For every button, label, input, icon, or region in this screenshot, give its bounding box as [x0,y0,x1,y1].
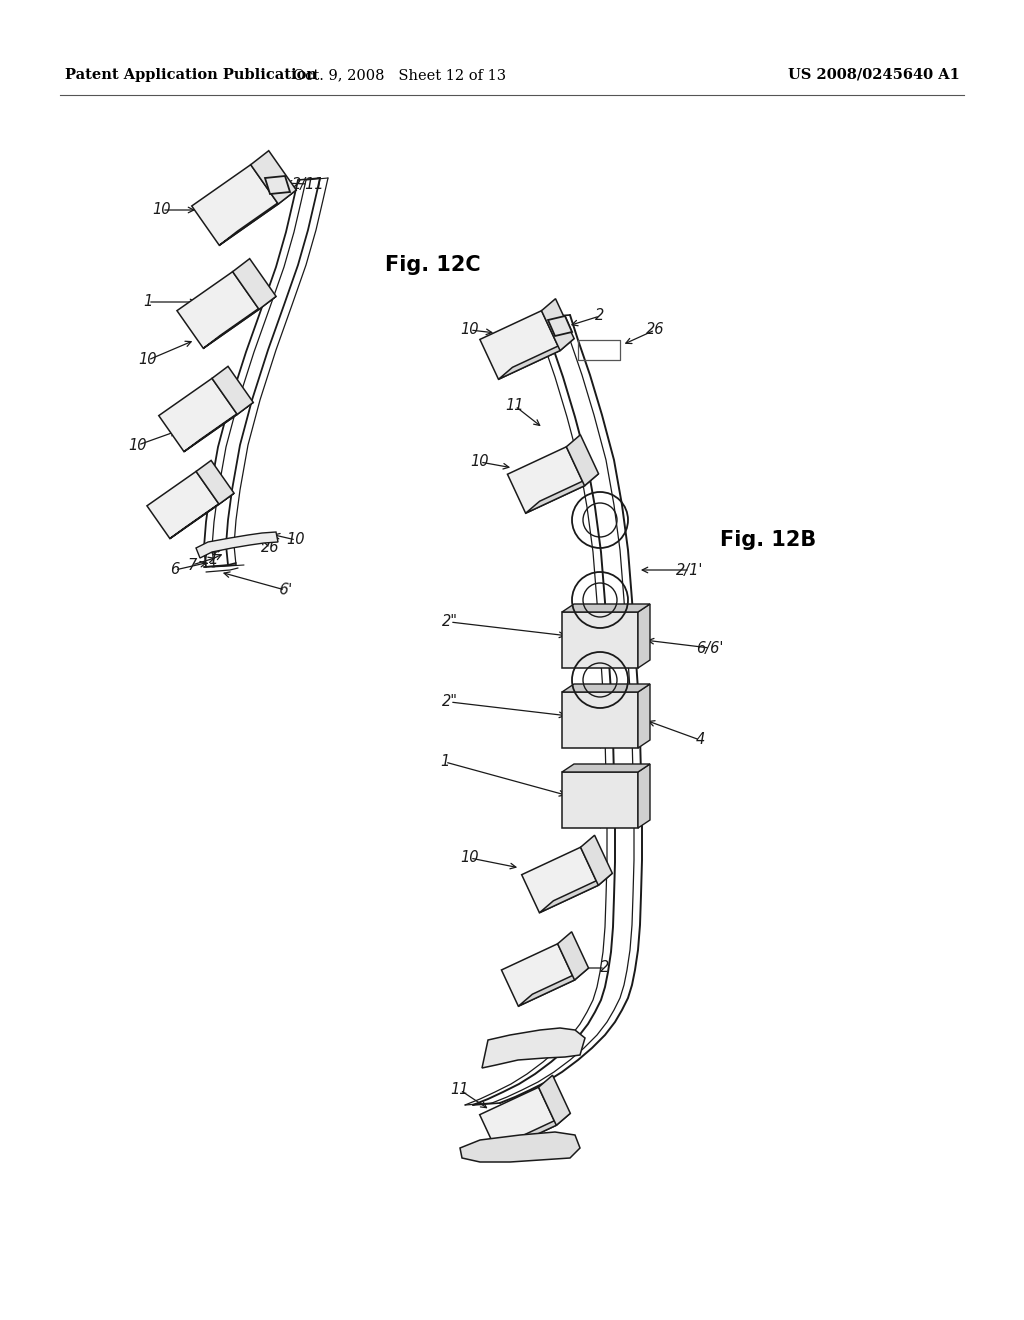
Text: 10: 10 [287,532,305,548]
Text: 10: 10 [129,437,147,453]
Text: Oct. 9, 2008   Sheet 12 of 13: Oct. 9, 2008 Sheet 12 of 13 [294,69,507,82]
Polygon shape [498,1113,570,1152]
Text: 4: 4 [695,733,705,747]
Text: Fig. 12C: Fig. 12C [385,255,480,275]
Text: 2: 2 [600,961,609,975]
Polygon shape [170,494,234,539]
Text: Patent Application Publication: Patent Application Publication [65,69,317,82]
Text: 6': 6' [278,582,292,598]
Polygon shape [558,932,589,979]
Polygon shape [562,692,638,748]
Polygon shape [191,165,279,246]
Polygon shape [460,1133,580,1162]
Text: 11: 11 [506,399,524,413]
Polygon shape [539,1076,570,1125]
Text: 2/1': 2/1' [676,562,703,578]
Polygon shape [502,944,574,1006]
Text: US 2008/0245640 A1: US 2008/0245640 A1 [788,69,961,82]
Text: 10: 10 [138,352,158,367]
Polygon shape [562,612,638,668]
Polygon shape [638,684,650,748]
Polygon shape [479,1088,556,1152]
Polygon shape [480,310,560,379]
Text: Fig. 12B: Fig. 12B [720,531,816,550]
Polygon shape [525,474,599,513]
Polygon shape [184,403,253,451]
Polygon shape [177,272,259,348]
Text: 11: 11 [451,1082,469,1097]
Text: 10: 10 [153,202,171,218]
Polygon shape [562,605,650,612]
Text: 6/6': 6/6' [696,640,724,656]
Text: 26: 26 [261,540,280,556]
Polygon shape [212,367,253,414]
Polygon shape [499,338,574,379]
Polygon shape [540,874,612,912]
Polygon shape [548,315,572,337]
Text: 10: 10 [461,322,479,338]
Polygon shape [196,532,278,558]
Text: 10: 10 [461,850,479,866]
Polygon shape [542,298,574,351]
Polygon shape [508,446,585,513]
Text: 7: 7 [187,557,197,573]
Polygon shape [562,684,650,692]
Text: 6: 6 [170,562,179,578]
Polygon shape [232,259,276,309]
Text: 11: 11 [201,553,219,568]
Text: 26: 26 [646,322,665,338]
Polygon shape [518,968,589,1006]
Polygon shape [147,471,219,539]
Polygon shape [638,605,650,668]
Text: 2: 2 [595,309,604,323]
Polygon shape [204,296,276,348]
Polygon shape [562,772,638,828]
Polygon shape [251,150,296,205]
Polygon shape [159,379,238,451]
Text: 1: 1 [440,755,450,770]
Text: 2/11: 2/11 [292,177,325,191]
Polygon shape [219,190,296,246]
Polygon shape [566,434,599,486]
Polygon shape [581,836,612,886]
Polygon shape [562,764,650,772]
Polygon shape [521,847,598,912]
Polygon shape [197,461,234,504]
Text: 10: 10 [471,454,489,470]
Polygon shape [265,176,290,194]
Text: 2": 2" [442,694,458,710]
Polygon shape [482,1028,585,1068]
Text: 2": 2" [442,615,458,630]
Text: 1: 1 [143,294,153,309]
Polygon shape [638,764,650,828]
